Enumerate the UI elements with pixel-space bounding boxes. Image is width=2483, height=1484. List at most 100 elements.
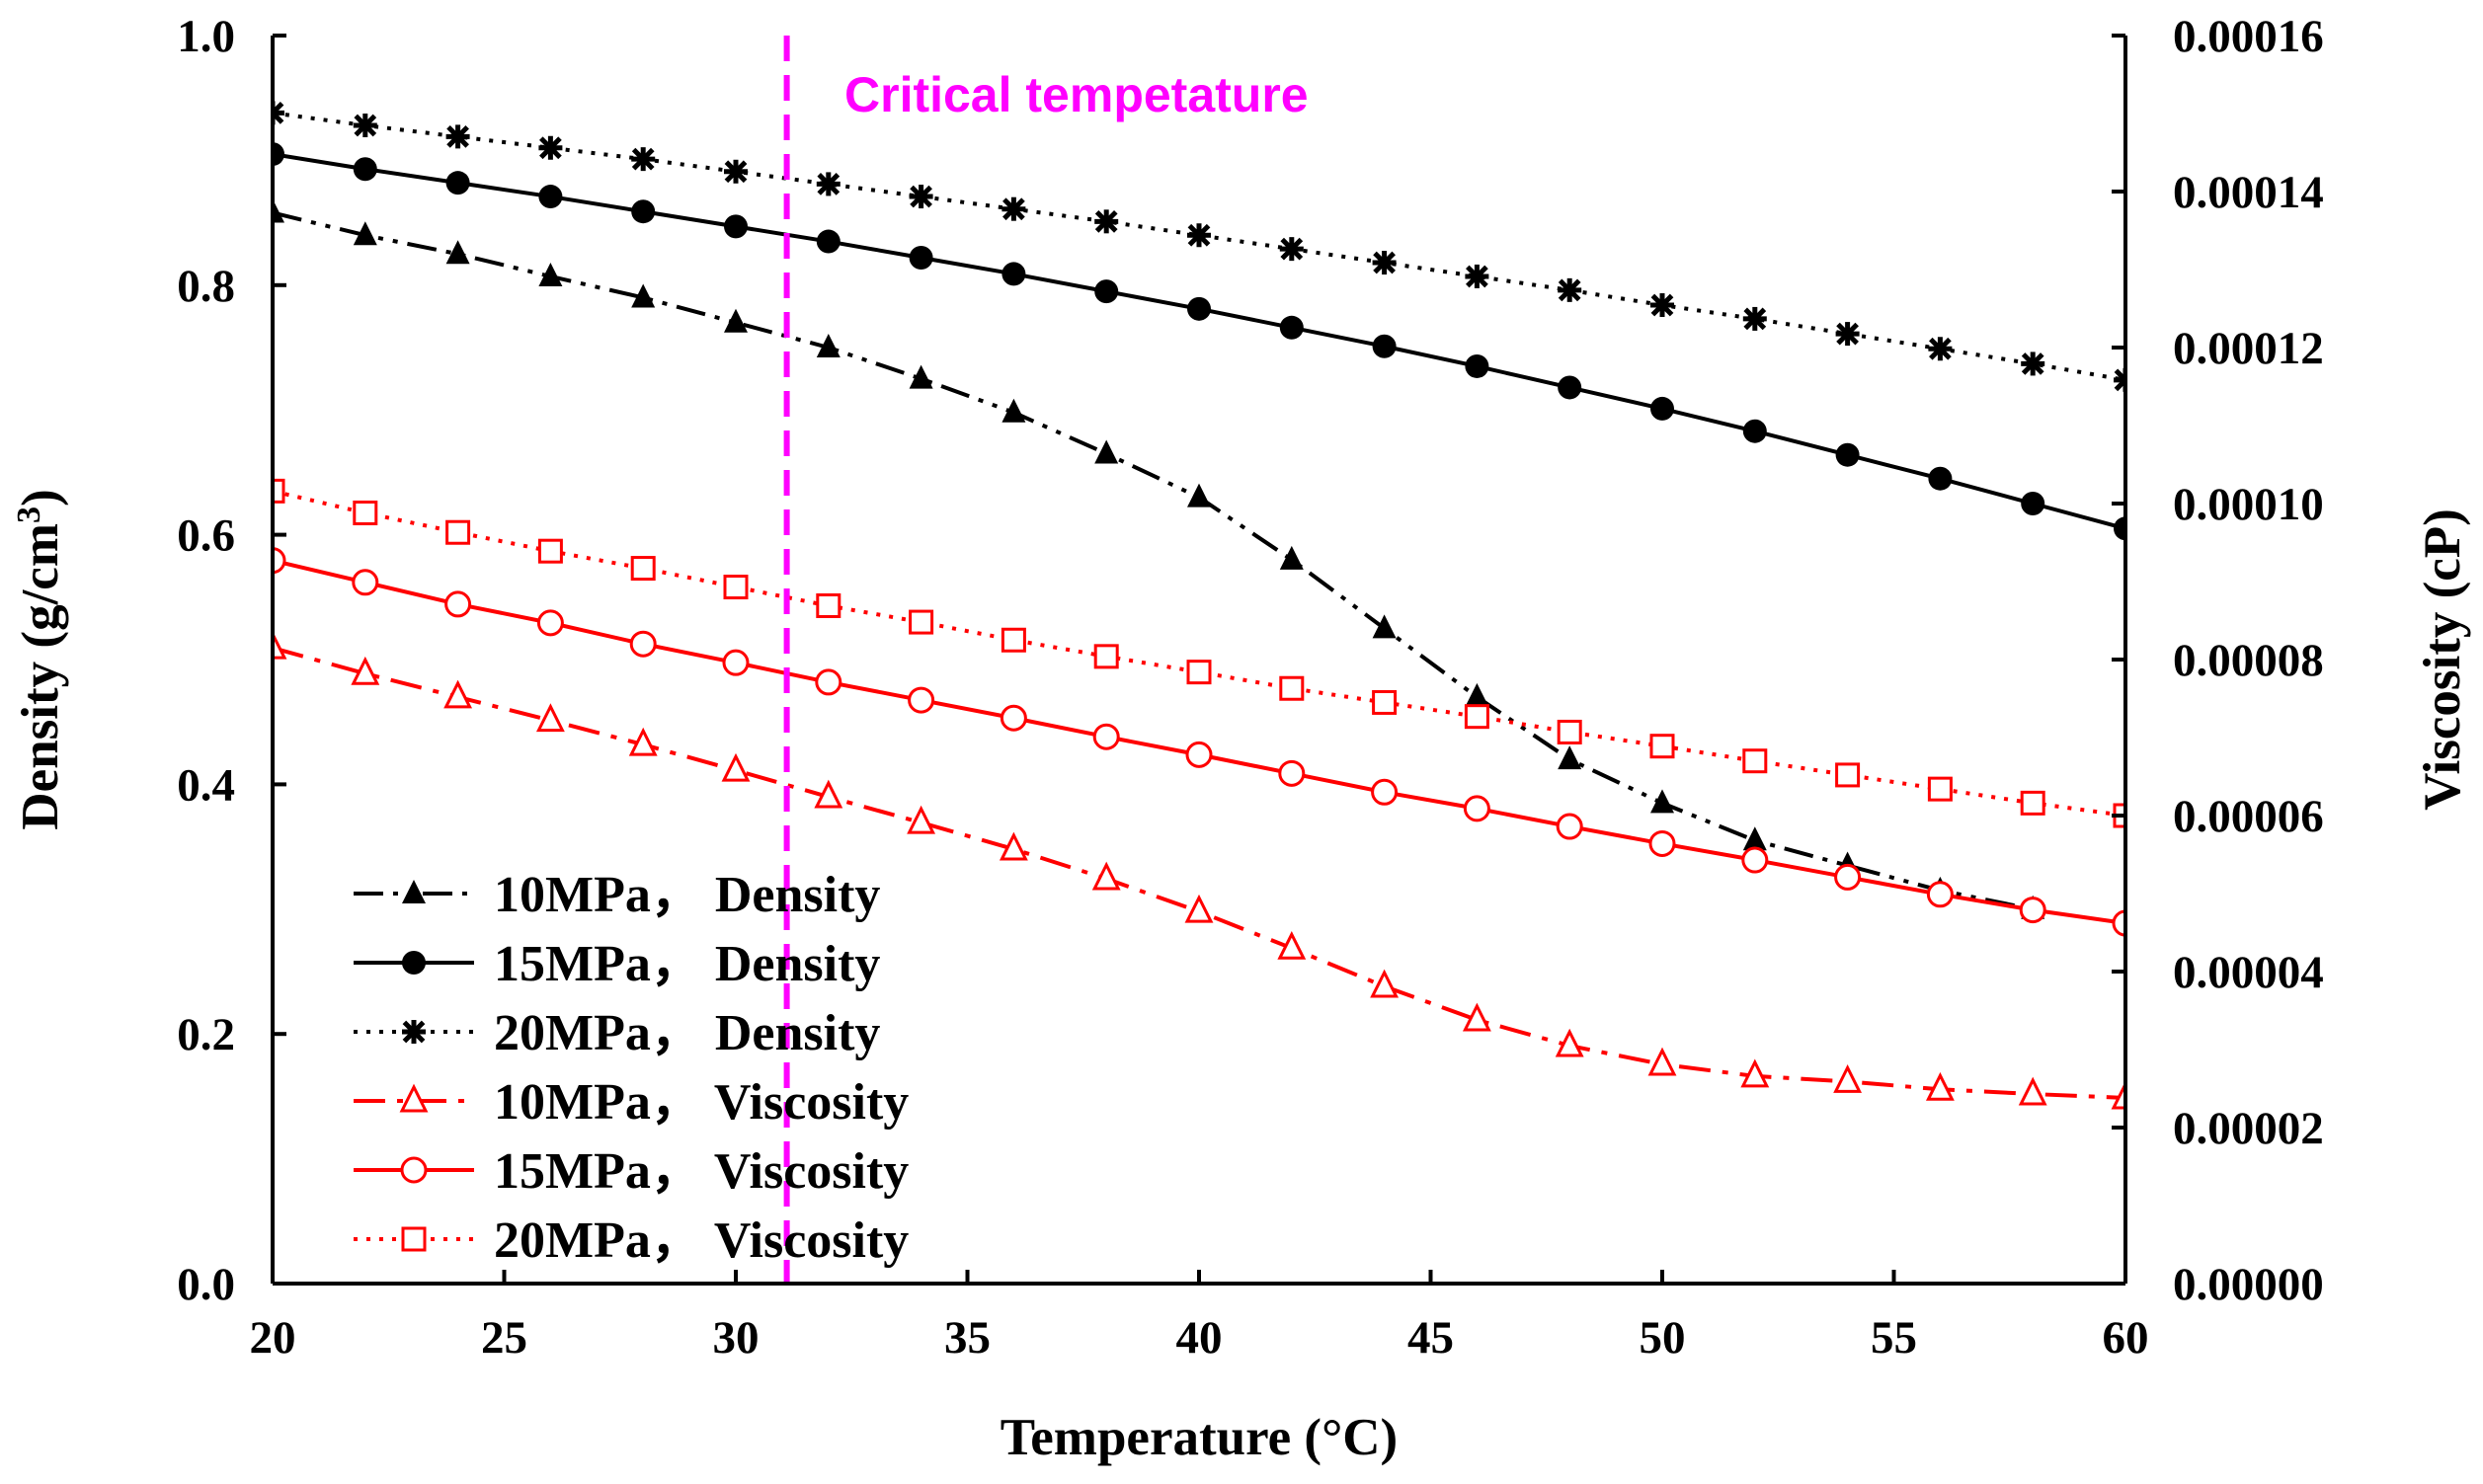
data-point [273,547,286,575]
data-point [353,157,377,182]
legend-item: 10MPa， Density [354,867,880,923]
data-point [1094,439,1119,464]
star-stroke [354,114,377,137]
data-point [1370,969,1400,998]
data-point [909,245,933,270]
y-right-tick-label: 0.00016 [2173,11,2324,62]
data-point [352,569,379,596]
data-point [1465,682,1489,707]
star-stroke [2021,352,2044,375]
data-point [1093,644,1119,669]
data-point [1742,419,1767,443]
data-point [273,142,284,167]
data-point [1187,223,1211,248]
data-point [1279,545,1304,570]
data-point [1184,894,1214,923]
star-stroke [539,136,562,160]
data-point [909,185,933,209]
data-point [1000,704,1027,732]
data-point [631,147,656,172]
data-point [1001,398,1026,423]
data-point [1650,396,1674,421]
data-point [908,686,935,714]
data-point [1279,315,1304,340]
data-point [815,668,842,696]
legend-item: 15MPa， Viscosity [354,1143,909,1200]
data-point [537,538,563,564]
data-point [1465,264,1489,288]
star-stroke [910,185,932,208]
data-point [1371,778,1399,806]
data-point [273,630,287,660]
data-point [722,649,750,676]
data-point [1463,795,1490,822]
data-point [1094,279,1119,304]
x-tick-label: 50 [1640,1312,1686,1364]
data-point [353,500,378,525]
data-point [1092,723,1120,750]
data-point [1835,762,1861,788]
data-point [2018,1076,2047,1106]
data-point [1647,1047,1677,1076]
data-point [816,229,841,254]
y-left-tick-label: 0.0 [177,1259,235,1310]
data-point [1372,334,1397,358]
data-point [1464,704,1489,730]
data-point [1648,829,1676,857]
ticks: 20 25 30 35 40 45 50 55 60 0.0 0.2 0.4 0.6 0.8 1.0 0.00… [177,11,2324,1364]
data-point [273,478,285,504]
y-left-tick-label: 0.4 [177,759,235,811]
data-point [723,575,749,600]
data-point [1187,296,1211,321]
data-point [909,364,933,389]
data-point [1650,293,1674,318]
data-point [1278,759,1306,787]
data-point [1185,741,1213,768]
data-point [1740,1058,1770,1088]
legend: 10MPa， Density 15MPa， Density 20MPa， Densi… [354,867,909,1269]
data-point [1558,375,1582,400]
data-point [1558,277,1582,302]
series-layer [273,101,2125,1110]
data-point [724,308,748,333]
data-point [2021,351,2045,376]
data-point [1187,483,1211,508]
star-stroke [1280,237,1304,261]
data-point [630,556,656,582]
data-point [1742,748,1768,774]
data-point [1835,442,1860,467]
legend-item: 20MPa， Viscosity [354,1212,909,1269]
y-right-tick-label: 0.00006 [2173,791,2324,842]
star-stroke [2114,368,2125,384]
x-tick-label: 20 [250,1312,296,1364]
x-tick-label: 45 [1407,1312,1454,1364]
x-tick-label: 40 [1176,1312,1223,1364]
series-line [273,489,2125,818]
legend-swatch-marker [402,1020,426,1044]
data-point [273,101,284,125]
data-point [535,703,565,733]
data-point [1928,466,1953,491]
data-point [444,590,472,618]
data-point [353,114,377,138]
star-stroke [1558,278,1581,302]
y-right-tick-label: 0.00008 [2173,635,2324,686]
data-point [1742,826,1767,851]
y-right-tick-label: 0.00004 [2173,947,2324,998]
data-point [538,135,563,160]
data-point [443,679,473,709]
x-tick-label: 25 [481,1312,527,1364]
x-tick-label: 30 [713,1312,760,1364]
data-point [1928,337,1953,361]
star-stroke [1743,307,1767,331]
data-point [1834,863,1862,891]
star-stroke [273,109,284,124]
data-point [1650,789,1674,814]
data-point [1277,930,1307,960]
y-right-tick-label: 0.00012 [2173,323,2324,374]
legend-swatch-marker [400,1156,428,1184]
y-left-tick-label: 0.8 [177,261,235,312]
data-point [814,779,843,809]
data-point [2021,492,2045,515]
data-point [351,656,380,685]
